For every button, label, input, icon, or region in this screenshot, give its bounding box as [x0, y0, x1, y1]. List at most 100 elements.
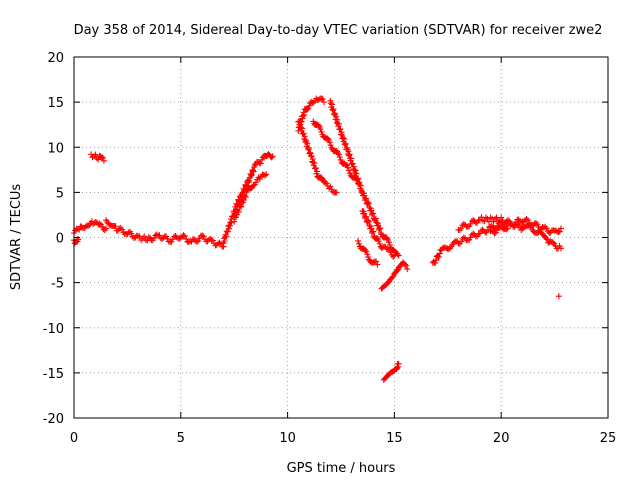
data-point: [92, 151, 99, 158]
data-point: [243, 189, 250, 196]
data-point: [100, 226, 107, 233]
y-tick-label: -20: [43, 412, 64, 427]
data-point: [502, 225, 509, 232]
data-point: [368, 207, 375, 214]
data-point: [436, 250, 443, 257]
data-point: [487, 214, 494, 221]
data-point: [250, 182, 257, 189]
y-tick-label: 20: [47, 51, 64, 66]
data-point: [141, 233, 148, 240]
data-point: [475, 231, 482, 238]
data-point: [484, 226, 491, 233]
data-point: [404, 266, 411, 273]
x-tick-label: 10: [279, 431, 296, 446]
data-point: [318, 95, 325, 102]
data-point: [540, 224, 547, 231]
y-tick-label: 0: [56, 232, 64, 247]
data-point: [200, 233, 207, 240]
data-point: [171, 233, 178, 240]
y-axis-label: SDTVAR / TECUs: [9, 184, 24, 291]
data-point: [499, 225, 506, 232]
data-point: [181, 233, 188, 240]
data-point: [313, 168, 320, 175]
data-point: [327, 142, 334, 149]
data-point: [199, 232, 206, 239]
data-point: [261, 172, 268, 179]
data-point: [151, 235, 158, 242]
data-point: [387, 249, 394, 256]
data-point: [330, 106, 337, 113]
data-point: [300, 130, 307, 137]
data-point: [308, 153, 315, 160]
data-point: [315, 122, 322, 129]
data-point: [76, 226, 83, 233]
data-point: [356, 240, 363, 247]
data-point: [248, 171, 255, 178]
x-tick-label: 20: [493, 431, 510, 446]
data-point: [494, 227, 501, 234]
data-point: [432, 257, 439, 264]
data-points: [71, 95, 565, 383]
data-point: [470, 217, 477, 224]
data-point: [301, 111, 308, 118]
data-point: [516, 218, 523, 225]
data-point: [555, 229, 562, 236]
data-point: [390, 253, 397, 260]
data-point: [208, 236, 215, 243]
data-point: [391, 252, 398, 259]
data-point: [85, 223, 92, 230]
data-point: [308, 98, 315, 105]
data-point: [460, 234, 467, 241]
data-point: [311, 160, 318, 167]
data-point: [317, 126, 324, 133]
data-point: [235, 208, 242, 215]
data-point: [238, 203, 245, 210]
data-point: [322, 179, 329, 186]
data-point: [353, 170, 360, 177]
data-point: [436, 253, 443, 260]
data-point: [375, 222, 382, 229]
data-point: [467, 221, 474, 228]
data-point: [345, 164, 352, 171]
data-point: [488, 227, 495, 234]
data-point: [558, 245, 565, 252]
y-tick-label: -10: [43, 322, 64, 337]
data-point: [335, 120, 342, 127]
data-point: [348, 155, 355, 162]
data-point: [231, 218, 238, 225]
data-point: [377, 225, 384, 232]
data-point: [159, 235, 166, 242]
data-point: [342, 140, 349, 147]
data-point: [299, 125, 306, 132]
data-point: [464, 223, 471, 230]
data-point: [487, 228, 494, 235]
data-point: [389, 274, 396, 281]
data-point: [523, 215, 530, 222]
data-point: [252, 179, 259, 186]
x-tick-label: 5: [177, 431, 185, 446]
data-point: [384, 235, 391, 242]
data-point: [318, 174, 325, 181]
data-point: [324, 135, 331, 142]
data-point: [402, 261, 409, 268]
data-point: [534, 221, 541, 228]
y-tick-label: 10: [47, 141, 64, 156]
data-point: [352, 167, 359, 174]
data-point: [355, 175, 362, 182]
data-point: [500, 226, 507, 233]
data-point: [364, 251, 371, 258]
data-point: [306, 102, 313, 109]
data-point: [193, 238, 200, 245]
data-point: [337, 126, 344, 133]
data-point: [99, 154, 106, 161]
data-point: [550, 239, 557, 246]
data-point: [368, 225, 375, 232]
data-point: [103, 225, 110, 232]
data-point: [209, 237, 216, 244]
data-point: [467, 234, 474, 241]
data-point: [349, 160, 356, 167]
data-point: [393, 268, 400, 275]
data-point: [375, 238, 382, 245]
data-point: [403, 262, 410, 269]
data-point: [543, 225, 550, 232]
